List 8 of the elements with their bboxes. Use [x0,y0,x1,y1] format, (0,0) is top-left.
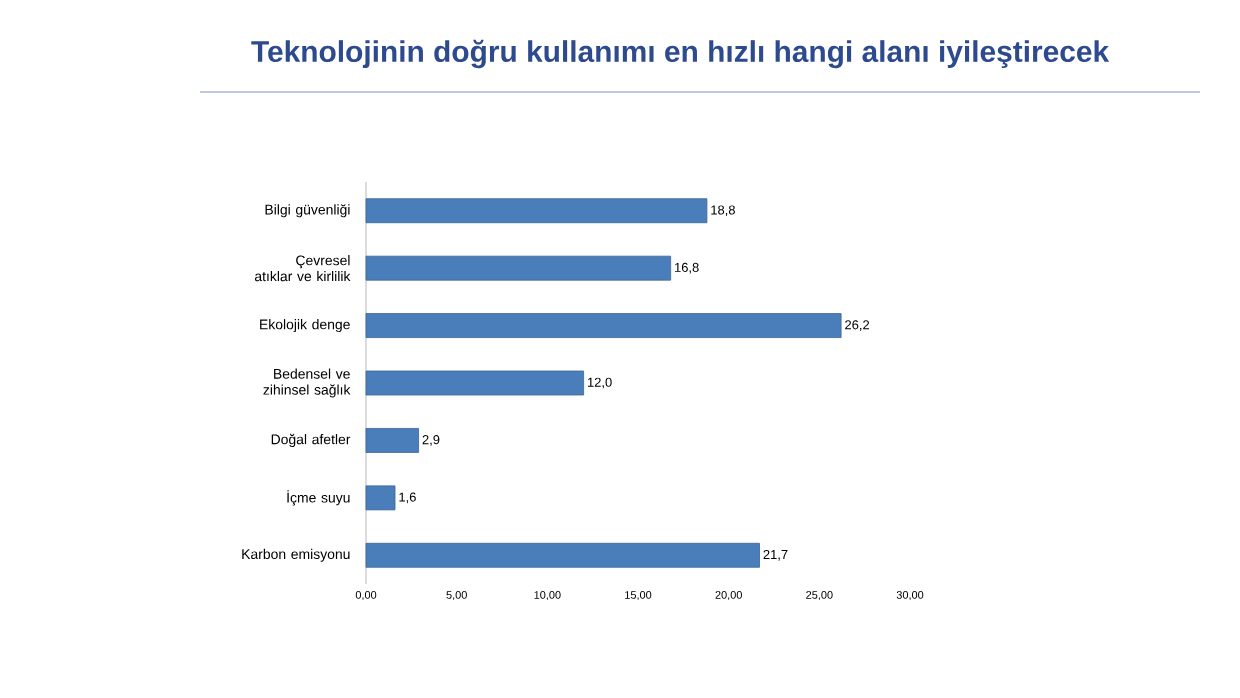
chart-title: Teknolojinin doğru kullanımı en hızlı hangi alanı iyileştirecek [251,39,1110,69]
bar [365,542,760,568]
bar [365,485,396,511]
bar [365,370,585,396]
bar [365,198,708,224]
bar [365,428,419,453]
bar [365,313,842,338]
bar [365,255,672,281]
